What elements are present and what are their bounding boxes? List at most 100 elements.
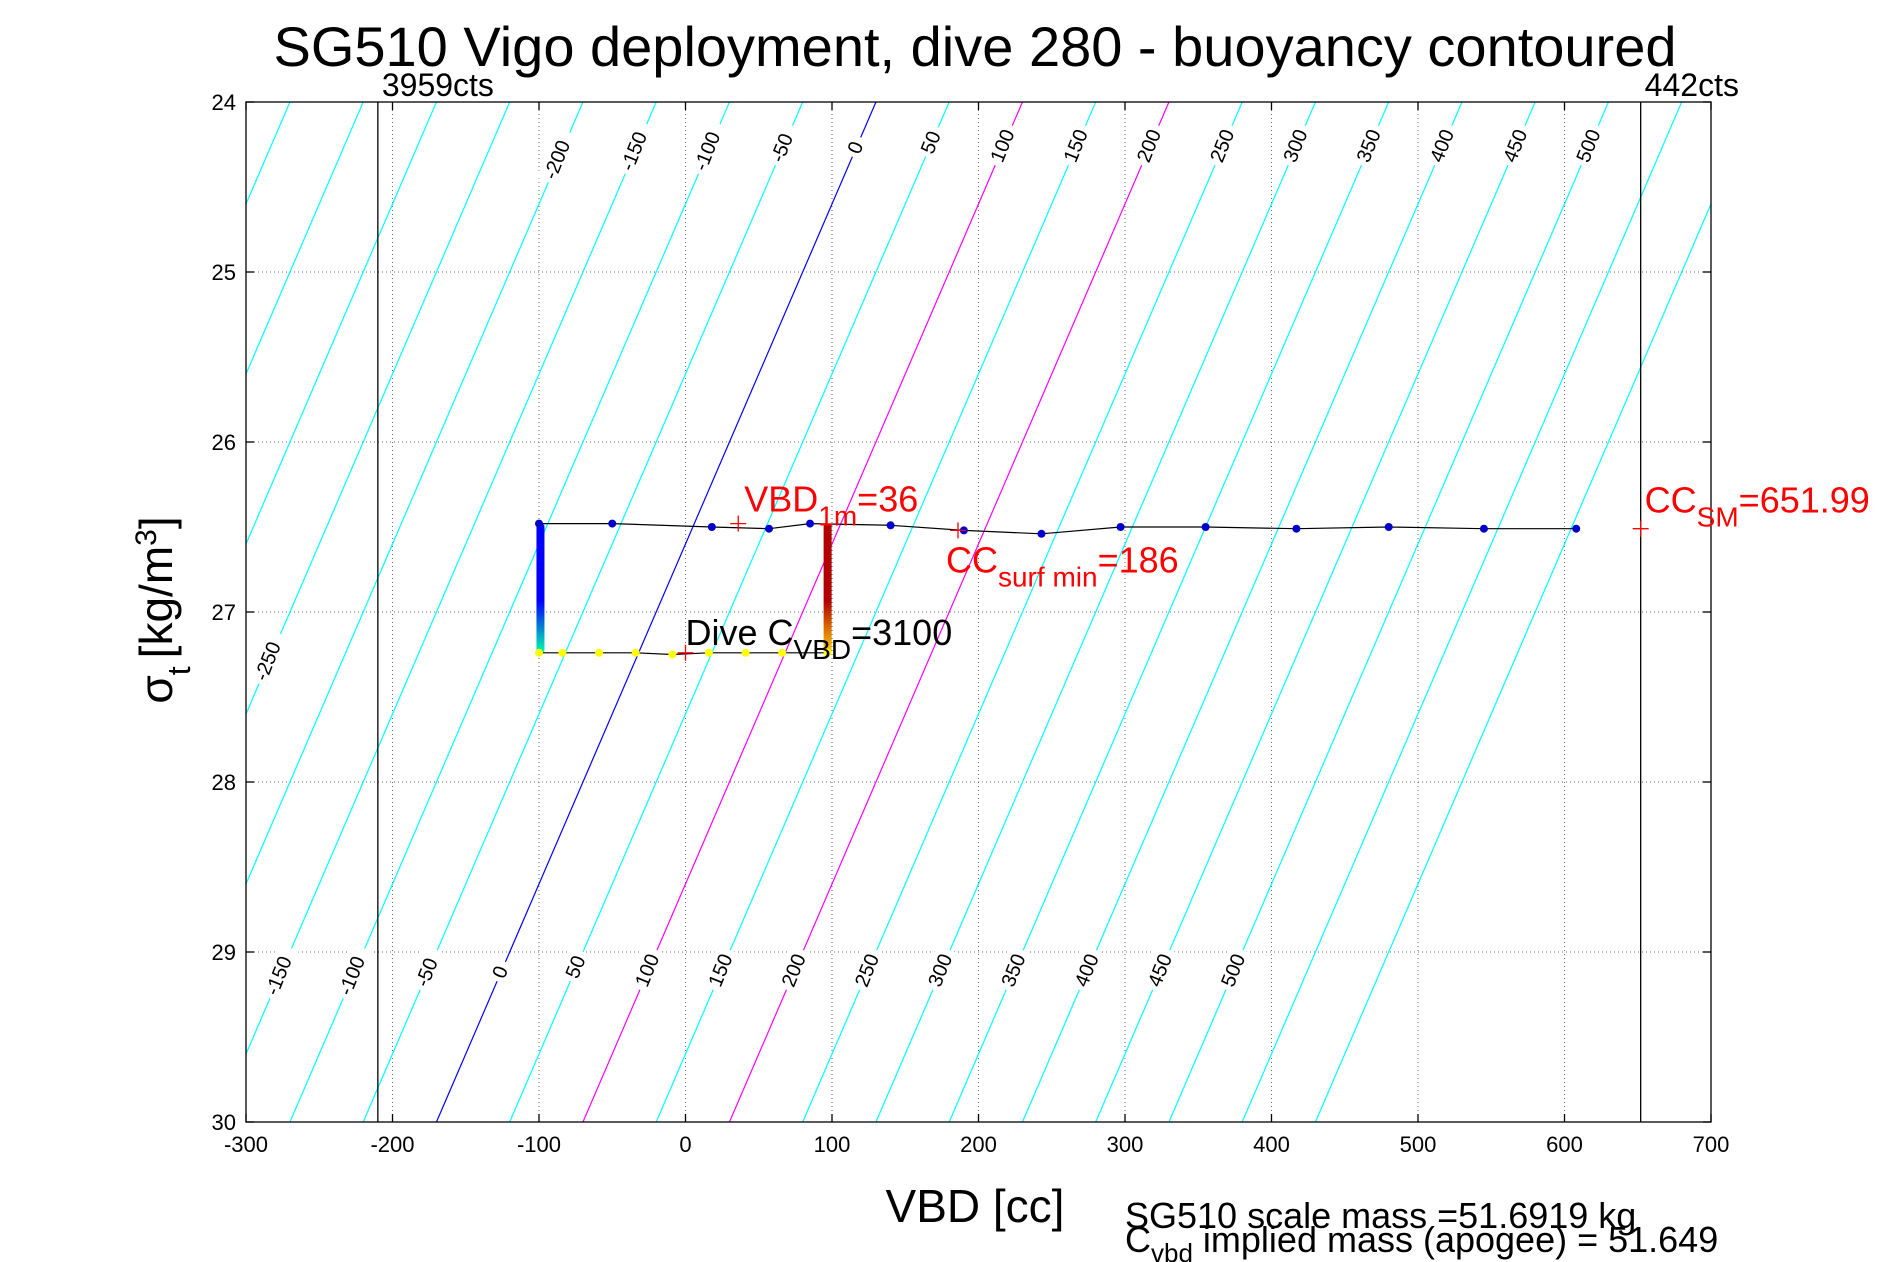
x-tick-label: 600 [1546,1132,1583,1157]
contour-label-bg [558,946,591,985]
annotation-cc-surf-min: CCsurf min=186 [946,539,1179,592]
contour-label-bottom: 250 [847,944,885,994]
dive-point [823,648,832,657]
contour-label-bottom: -100 [331,943,372,1002]
contour-label-text: -150 [261,953,296,998]
contour-label-bg [686,118,728,178]
contour-line [246,102,584,886]
contour-line [246,102,511,716]
x-tick-label: 200 [960,1132,997,1157]
contour-label-top: 50 [913,122,947,161]
y-axis-label-close: ] [130,516,182,529]
dive-point [595,648,604,657]
contour-label-bg [1276,120,1313,169]
annotation-vbd-1m-sub: 1m [818,501,857,532]
contour-label-bg [613,118,654,178]
y-tick-label: 28 [212,770,236,795]
contour-label-bottom: -150 [258,943,299,1002]
y-tick-label: 29 [212,940,236,965]
annotation-vbd-1m-main: VBD [744,479,818,520]
y-tick-label: 26 [212,430,236,455]
contour-line [1314,202,1711,1122]
count-limit-label: 3959cts [382,67,494,103]
implied-mass-tail: implied mass (apogee) = 51.649 [1193,1219,1718,1260]
contour-label-text: -100 [690,129,725,174]
contour-label-top: -250 [247,628,288,688]
x-tick-label: 500 [1400,1132,1437,1157]
contour-label-top: -200 [536,127,578,186]
contour-label-top: 350 [1349,120,1387,169]
contour-label-bg [1140,944,1178,994]
contour-label-top: 250 [1203,120,1240,169]
dive-point [741,648,750,657]
climb-point [1479,524,1488,533]
x-tick-label: 300 [1107,1132,1144,1157]
climb-point [1116,523,1125,531]
climb-point [535,519,543,528]
contour-label-bottom: 350 [994,944,1031,994]
contour-label-bg [994,944,1031,994]
annotation-dive-c-vbd: Dive CVBD=3100 [686,612,953,665]
y-axis-label-sub: t [161,666,197,675]
y-axis-label-symbol: σ [130,675,182,703]
y-tick-label: 27 [212,600,236,625]
contour-line [246,102,364,376]
contour-label-bg [913,122,947,161]
annotation-dive-c-vbd-tail: =3100 [851,612,952,653]
climb-point [886,521,895,530]
bleed-column [536,523,545,653]
contour-label-bottom: 150 [701,944,738,994]
y-axis-label-sup: 3 [130,529,163,546]
y-tick-label: 24 [212,90,236,115]
contour-label-bottom: 500 [1213,944,1251,994]
y-tick-label: 25 [212,260,236,285]
climb-point [1037,529,1046,538]
profile-series [535,519,1581,659]
contour-label-bg [536,127,578,186]
contour-label-bottom: 400 [1067,944,1105,994]
contour-label-bottom: 50 [558,946,591,985]
contour-label-bg [485,956,514,985]
contour-line [0,102,217,1122]
contour-line [435,102,877,1122]
x-tick-label: 0 [679,1132,691,1157]
climb-point [1384,523,1393,531]
contour-label-bg [840,132,869,161]
axes: -300 -200 -100 0 100 200 300 400 500 600 700242526… [212,90,1730,1157]
implied-mass-note: Cvbd implied mass (apogee) = 51.649 [1125,1219,1718,1262]
contour-label-bg [774,944,812,994]
y-tick-label: 30 [212,1110,236,1135]
contour-label-bg [763,120,801,169]
annotation-dive-c-vbd-sub: VBD [794,634,852,665]
contour-label-top: 200 [1129,120,1167,169]
x-tick-label: -300 [224,1132,268,1157]
contour-label-bg [258,943,299,1002]
x-axis-label: VBD [cc] [886,1180,1065,1232]
contour-label-bg [847,944,885,994]
contour-label-bg [331,943,372,1002]
dive-point [558,648,567,657]
annotation-cc-sm-tail: =651.99 [1739,480,1870,521]
climb-point [1201,523,1210,531]
climb-point [608,519,617,528]
climb-point [1572,524,1581,533]
contour-label-top: 400 [1422,120,1460,169]
contour-label-top: -150 [613,118,654,178]
climb-point [806,519,815,528]
implied-mass-main: C [1125,1219,1151,1260]
x-tick-label: 400 [1253,1132,1290,1157]
scale-mass-note: SG510 scale mass =51.6919 kg [1125,1195,1636,1236]
contour-label-bg [1056,120,1094,169]
contour-label-top: -50 [763,120,801,169]
contour-label-bg [701,944,738,994]
contour-label-bg [1496,120,1533,169]
contour-label-top: 300 [1276,120,1313,169]
buoyancy-contours: -250-200 -150 -100 -50 0 50 100 150 200 250 300 350… [0,102,1711,1122]
chart-title: SG510 Vigo deployment, dive 280 - buoyan… [273,15,1676,78]
grid-layer [246,102,1711,1122]
count-limit-lines: 3959cts 442cts [377,67,1739,1122]
y-axis-label: σt [kg/m3] [130,516,198,703]
contour-label-text: -200 [540,137,575,182]
